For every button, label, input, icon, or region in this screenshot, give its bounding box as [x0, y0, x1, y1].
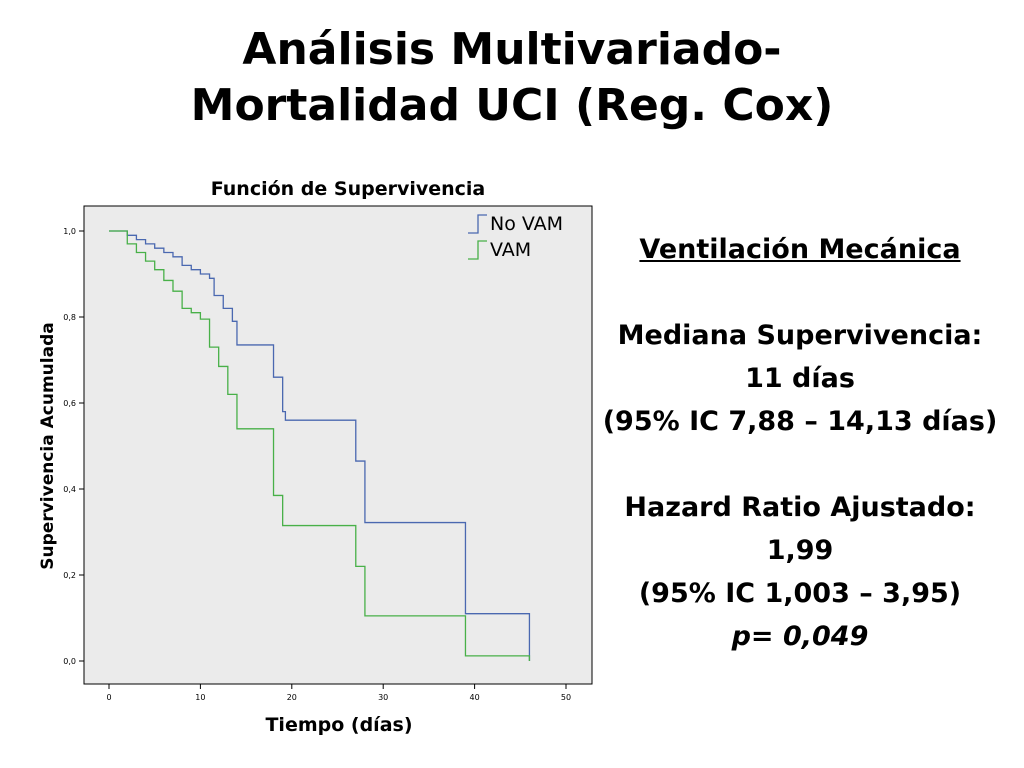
- x-tick-label: 10: [195, 693, 205, 702]
- y-tick-label: 0,4: [63, 485, 76, 494]
- survival-curve-vam: [109, 230, 531, 661]
- y-axis-label: Supervivencia Acumulada: [38, 322, 58, 569]
- plot-area: [83, 205, 593, 685]
- hazard-ratio-value: 1,99: [766, 535, 834, 566]
- spacer: [580, 443, 1020, 486]
- hazard-ratio-ci: (95% IC 1,003 – 3,95): [638, 578, 962, 609]
- chart-title: Función de Supervivencia: [211, 178, 486, 200]
- x-tick-label: 0: [106, 693, 111, 702]
- p-value: p= 0,049: [731, 621, 869, 652]
- y-tick-label: 1,0: [63, 227, 76, 236]
- legend-label-vam: VAM: [490, 239, 531, 261]
- median-ci: (95% IC 7,88 – 14,13 días): [602, 406, 998, 437]
- y-tick-label: 0,8: [63, 313, 76, 322]
- x-tick-label: 40: [470, 693, 480, 702]
- legend-label-no-vam: No VAM: [490, 213, 563, 235]
- y-tick-label: 0,2: [63, 571, 76, 580]
- x-axis-label: Tiempo (días): [265, 714, 412, 736]
- results-panel: Ventilación Mecánica Mediana Supervivenc…: [580, 228, 1020, 658]
- spacer: [580, 271, 1020, 314]
- panel-heading: Ventilación Mecánica: [639, 234, 961, 265]
- median-label: Mediana Supervivencia:: [617, 320, 983, 351]
- x-tick-label: 30: [378, 693, 388, 702]
- legend-swatch-vam: [468, 240, 487, 260]
- median-value: 11 días: [745, 363, 855, 394]
- x-tick-label: 20: [287, 693, 297, 702]
- hazard-ratio-label: Hazard Ratio Ajustado:: [624, 492, 976, 523]
- survival-curve-no-vam: [109, 230, 531, 661]
- x-tick-label: 50: [561, 693, 571, 702]
- y-tick-label: 0,0: [63, 657, 76, 666]
- slide-title-line-1: Análisis Multivariado-: [242, 24, 782, 75]
- slide-title: Análisis Multivariado- Mortalidad UCI (R…: [0, 22, 1024, 134]
- legend-swatch-no-vam: [468, 214, 487, 234]
- y-tick-label: 0,6: [63, 399, 76, 408]
- slide-title-line-2: Mortalidad UCI (Reg. Cox): [190, 80, 834, 131]
